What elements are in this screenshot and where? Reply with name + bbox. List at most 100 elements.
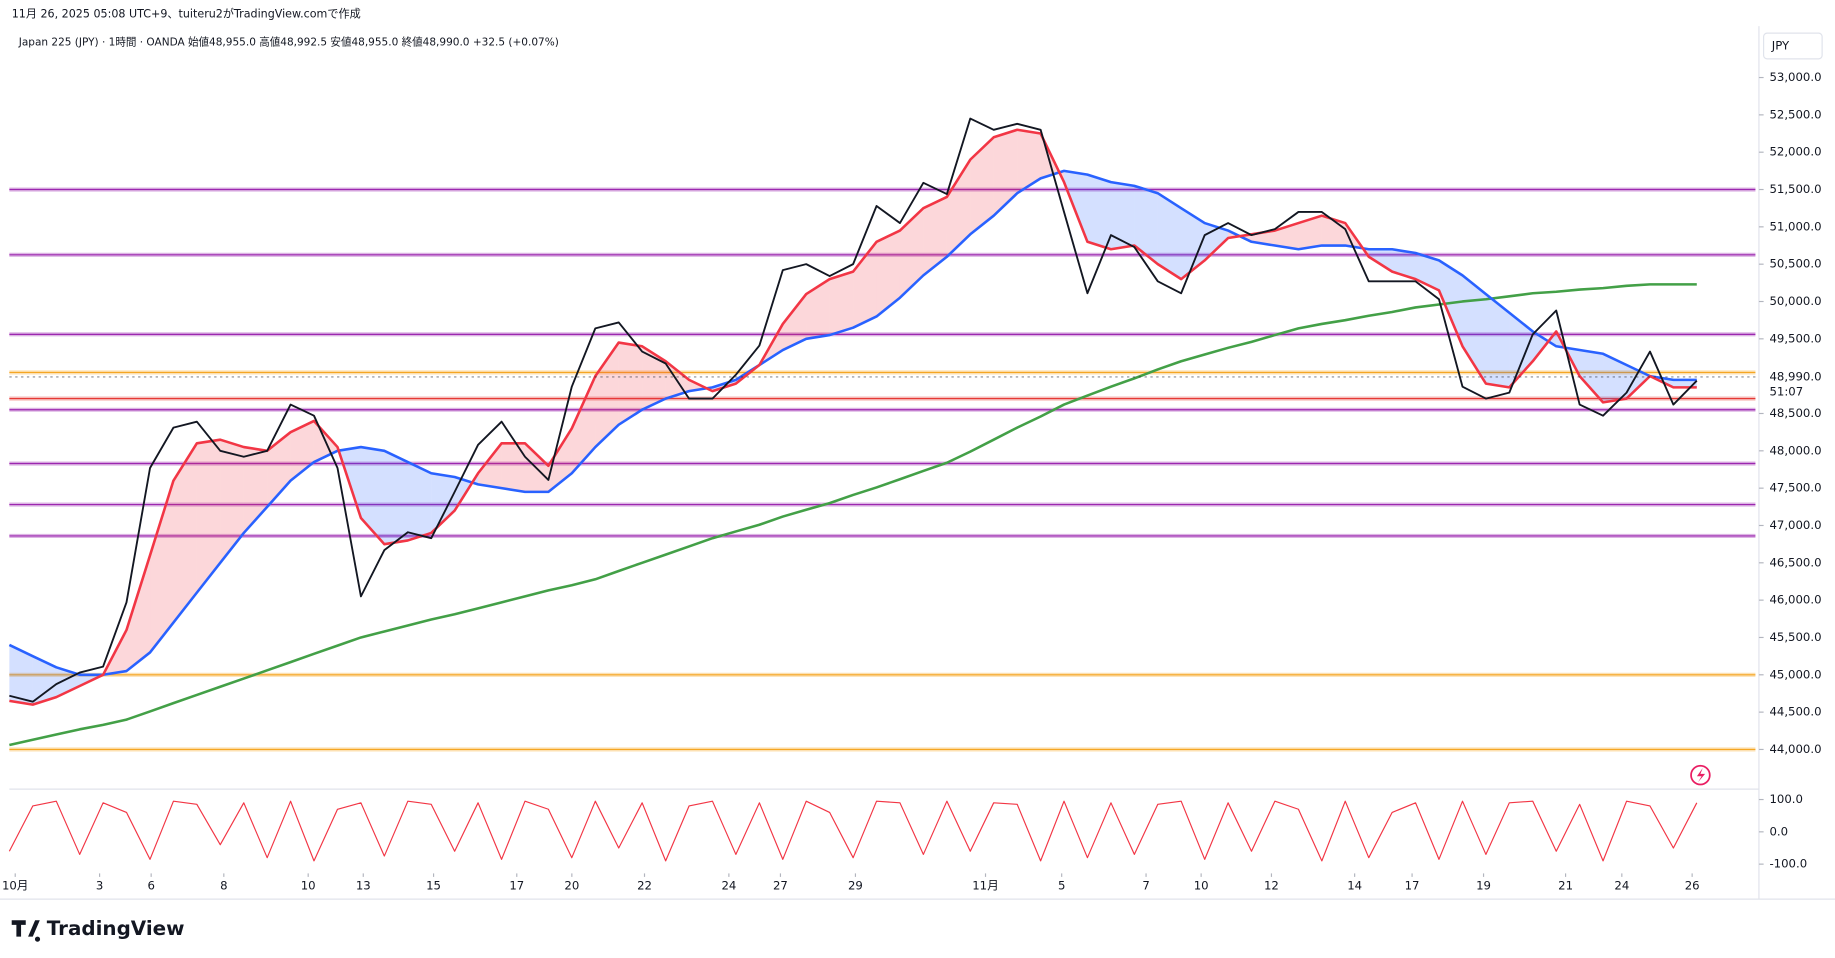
cloud-fill bbox=[32, 656, 57, 705]
cloud-fill bbox=[548, 428, 572, 492]
cloud-fill bbox=[876, 230, 900, 317]
x-tick-label: 19 bbox=[1476, 879, 1491, 893]
cloud-fill bbox=[431, 473, 455, 533]
series-line bbox=[8, 169, 1697, 677]
cloud-fill bbox=[571, 376, 596, 474]
x-tick-label: 6 bbox=[147, 879, 154, 893]
cloud-fill bbox=[126, 555, 151, 672]
x-tick-label: 3 bbox=[96, 879, 103, 893]
x-tick-label: 24 bbox=[1614, 879, 1629, 893]
y-tick-label: 52,500.0 bbox=[1769, 107, 1821, 121]
y-tick-label: 47,500.0 bbox=[1769, 481, 1821, 495]
x-tick-label: 5 bbox=[1058, 879, 1065, 893]
y-tick-label: 48,000.0 bbox=[1769, 443, 1821, 457]
currency: JPY bbox=[1771, 38, 1790, 52]
cloud-fill bbox=[782, 294, 807, 351]
currency-box[interactable] bbox=[1763, 32, 1823, 60]
cloud-fill bbox=[946, 159, 971, 257]
cloud-fill bbox=[173, 443, 197, 623]
cloud-fill bbox=[1485, 294, 1510, 388]
logo-mark bbox=[11, 920, 41, 942]
cloud-fill bbox=[1110, 182, 1135, 250]
series-line bbox=[9, 128, 1697, 706]
y-tick-label: 44,000.0 bbox=[1769, 742, 1821, 756]
y-tick-label: 51,500.0 bbox=[1769, 182, 1821, 196]
x-tick-label: 7 bbox=[1142, 879, 1149, 893]
series-line bbox=[8, 800, 1698, 862]
x-tick-label: 20 bbox=[564, 879, 579, 893]
cloud-fill bbox=[1321, 215, 1346, 246]
series-line bbox=[9, 117, 1698, 703]
y-tick-label: 46,500.0 bbox=[1769, 555, 1821, 569]
alert-circle bbox=[1690, 764, 1711, 786]
cloud-fill bbox=[9, 644, 33, 705]
cloud-fill bbox=[642, 346, 666, 410]
x-tick-label: 29 bbox=[848, 879, 863, 893]
y-tick-label: 46,000.0 bbox=[1769, 593, 1821, 607]
cloud-fill bbox=[384, 450, 408, 545]
y-tick-label: 52,000.0 bbox=[1769, 145, 1821, 159]
cloud-fill bbox=[478, 443, 502, 489]
cloud-fill bbox=[993, 129, 1018, 216]
cloud-fill bbox=[1087, 174, 1111, 250]
x-tick-label: 17 bbox=[509, 879, 524, 893]
cloud-fill bbox=[1603, 353, 1627, 403]
cloud-fill bbox=[829, 271, 854, 336]
x-tick-label: 13 bbox=[356, 879, 371, 893]
cloud-fill bbox=[196, 439, 221, 593]
x-tick-label: 24 bbox=[721, 879, 736, 893]
cloud-fill bbox=[806, 279, 830, 339]
last-price-label: 48,990.0 bbox=[1769, 369, 1821, 383]
alert-icon[interactable] bbox=[1690, 764, 1711, 786]
x-tick-label: 14 bbox=[1347, 879, 1362, 893]
y-tick-label: 49,500.0 bbox=[1769, 331, 1821, 345]
series-line bbox=[9, 283, 1697, 747]
y-tick-label: -100.0 bbox=[1769, 857, 1807, 871]
logo[interactable]: TradingView bbox=[11, 917, 185, 942]
y-tick-label: 50,000.0 bbox=[1769, 294, 1821, 308]
cloud-fill bbox=[853, 241, 877, 328]
y-tick-label: 51,000.0 bbox=[1769, 219, 1821, 233]
attribution: 11月 26, 2025 05:08 UTC+9、tuiteru2がTradin… bbox=[12, 6, 361, 20]
x-tick-label: 10 bbox=[1194, 879, 1209, 893]
y-tick-label: 48,500.0 bbox=[1769, 406, 1821, 420]
x-tick-label: 21 bbox=[1558, 879, 1573, 893]
cloud-fill bbox=[150, 480, 174, 653]
x-tick-label: 11月 bbox=[972, 879, 999, 893]
cloud-fill bbox=[923, 196, 947, 276]
cloud-fill bbox=[407, 462, 432, 541]
y-tick-label: 44,500.0 bbox=[1769, 705, 1821, 719]
x-tick-label: 15 bbox=[426, 879, 441, 893]
countdown: 51:07 bbox=[1769, 385, 1803, 399]
y-tick-label: 47,000.0 bbox=[1769, 518, 1821, 532]
cloud-fill bbox=[1017, 129, 1041, 194]
cloud-fill bbox=[267, 432, 291, 507]
y-tick-label: 53,000.0 bbox=[1769, 70, 1821, 84]
y-tick-label: 50,500.0 bbox=[1769, 257, 1821, 271]
cloud-fill bbox=[1392, 249, 1416, 280]
symbol-info: Japan 225 (JPY) · 1時間 · OANDA 始値48,955.0… bbox=[18, 35, 559, 48]
cloud-fill bbox=[970, 137, 994, 235]
y-tick-label: 100.0 bbox=[1769, 792, 1802, 806]
cloud-fill bbox=[1368, 249, 1393, 272]
cloud-fill bbox=[1134, 185, 1158, 265]
x-tick-label: 22 bbox=[637, 879, 652, 893]
x-tick-label: 26 bbox=[1685, 879, 1700, 893]
cloud-fill bbox=[1157, 193, 1182, 280]
cloud-fill bbox=[360, 447, 385, 545]
plots: 53,000.0 52,500.0 52,000.0 51,500.0 51,000.0… bbox=[2, 70, 1822, 893]
cloud-fill bbox=[1298, 215, 1322, 250]
cloud-fill bbox=[618, 342, 643, 425]
y-tick-label: 45,000.0 bbox=[1769, 667, 1821, 681]
cloud-fill bbox=[1579, 350, 1604, 403]
cloud-fill bbox=[220, 439, 244, 563]
cloud-fill bbox=[1462, 275, 1486, 384]
alert-bolt bbox=[1696, 768, 1706, 783]
logo-text: TradingView bbox=[47, 917, 185, 940]
x-tick-label: 10 bbox=[301, 879, 316, 893]
cloud-fill bbox=[899, 208, 924, 298]
y-tick-label: 45,500.0 bbox=[1769, 630, 1821, 644]
cloud-fill bbox=[1509, 312, 1533, 388]
